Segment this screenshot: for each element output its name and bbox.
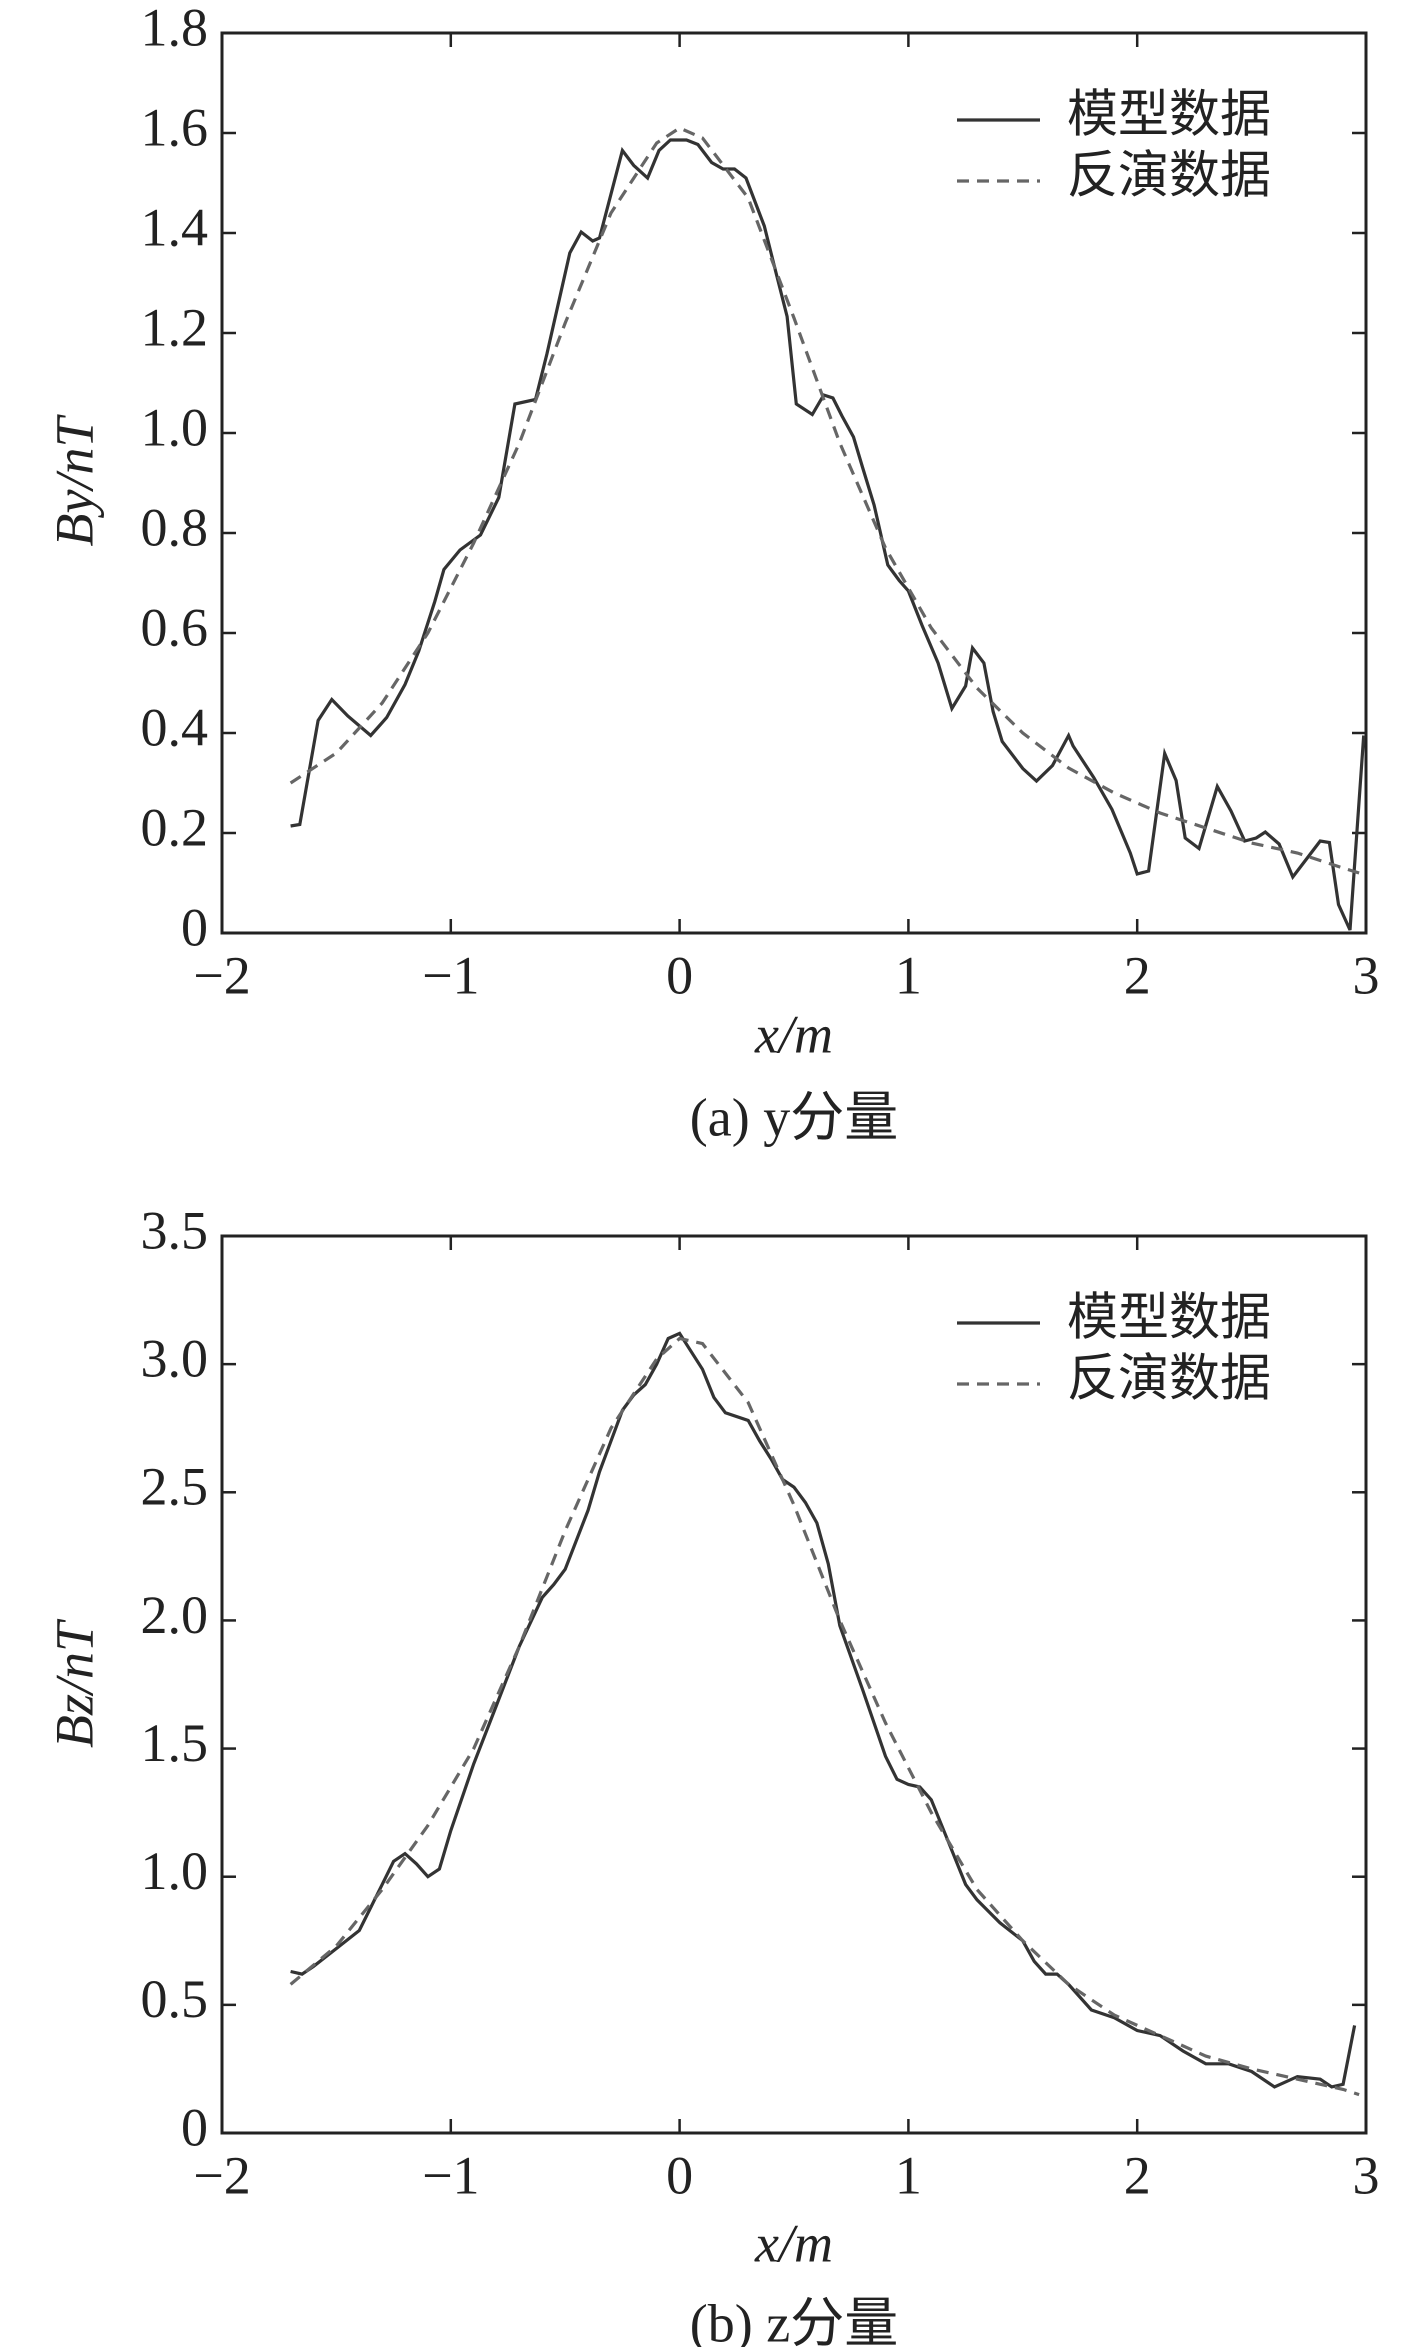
x-tick-label: 3 <box>1353 2145 1380 2205</box>
y-tick-label: 2.0 <box>141 1585 209 1645</box>
y-tick-label: 1.5 <box>141 1713 209 1773</box>
x-tick-label: 2 <box>1124 945 1151 1005</box>
y-tick-label: 1.8 <box>141 0 209 57</box>
y-tick-label: 0.5 <box>141 1969 209 2029</box>
y-tick-label: 3.5 <box>141 1200 209 1260</box>
y-axis-label: By/nT <box>44 414 104 547</box>
y-tick-label: 0.8 <box>141 497 209 557</box>
y-tick-label: 0 <box>181 2097 208 2157</box>
x-axis-label: x/m <box>754 2213 833 2273</box>
data-line <box>289 1336 1360 2097</box>
x-tick-label: −2 <box>193 945 250 1005</box>
plot-frame <box>220 1234 1368 2135</box>
y-tick-label: 1.6 <box>141 97 209 157</box>
y-axis-label: Bz/nT <box>44 1618 104 1748</box>
legend-label: 模型数据 <box>1067 1291 1271 1347</box>
data-line <box>289 126 1360 875</box>
plot-frame <box>220 31 1368 935</box>
x-tick-label: −1 <box>422 2145 479 2205</box>
data-line <box>290 138 1366 931</box>
y-tick-label: 3.0 <box>141 1329 209 1389</box>
x-tick-label: 1 <box>895 945 922 1005</box>
legend-label: 模型数据 <box>1067 88 1271 144</box>
y-tick-label: 1.2 <box>141 297 209 357</box>
x-tick-label: 3 <box>1353 945 1380 1005</box>
y-tick-label: 0.4 <box>141 697 209 757</box>
x-tick-label: −2 <box>193 2145 250 2205</box>
y-tick-label: 1.0 <box>141 1841 209 1901</box>
y-tick-label: 1.0 <box>141 397 209 457</box>
caption: (a) y分量 <box>690 1087 898 1147</box>
legend-label: 反演数据 <box>1067 149 1271 205</box>
y-tick-label: 2.5 <box>141 1457 209 1517</box>
legend-label: 反演数据 <box>1067 1352 1271 1408</box>
y-tick-label: 0.2 <box>141 797 209 857</box>
x-tick-label: 2 <box>1124 2145 1151 2205</box>
x-tick-label: 1 <box>895 2145 922 2205</box>
y-tick-label: 0 <box>181 897 208 957</box>
x-axis-label: x/m <box>754 1004 833 1064</box>
x-tick-label: 0 <box>666 945 693 1005</box>
caption: (b) z分量 <box>690 2293 898 2347</box>
data-line <box>290 1331 1357 2089</box>
x-tick-label: −1 <box>422 945 479 1005</box>
y-tick-label: 1.4 <box>141 197 209 257</box>
x-tick-label: 0 <box>666 2145 693 2205</box>
y-tick-label: 0.6 <box>141 597 209 657</box>
